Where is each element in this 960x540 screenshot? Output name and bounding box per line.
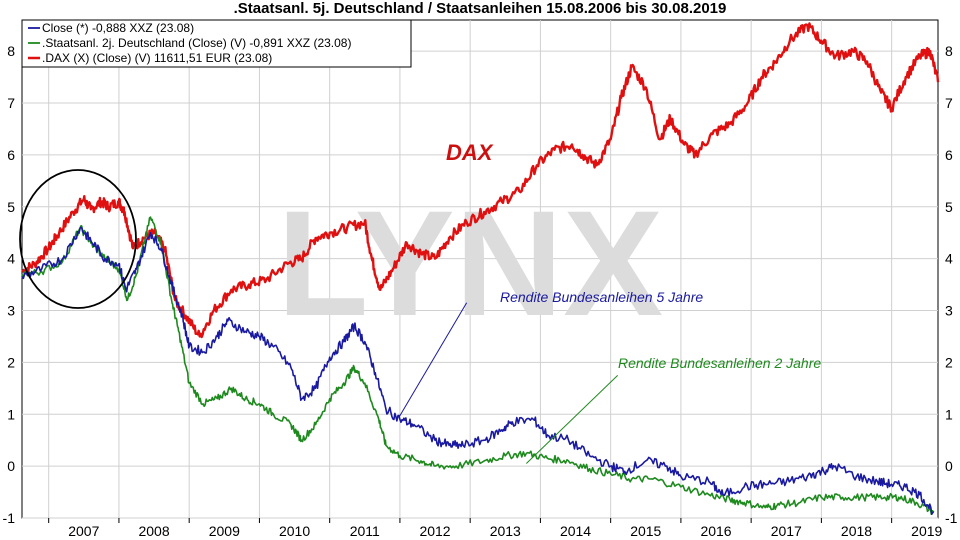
y-tick-label-left: 5: [7, 199, 15, 215]
annotation-2y: Rendite Bundesanleihen 2 Jahre: [618, 355, 821, 371]
x-tick-label: 2010: [279, 523, 310, 539]
y-tick-label-left: 8: [7, 43, 15, 59]
x-tick-label: 2013: [490, 523, 521, 539]
y-tick-label-right: 4: [945, 251, 953, 267]
legend-box: [21, 19, 412, 68]
y-tick-label-right: 0: [945, 458, 953, 474]
x-tick-label: 2008: [138, 523, 169, 539]
x-axis: 2007 2008 2009 2010 2011 2012 2013 2014 2015 2016…: [48, 518, 943, 539]
y-tick-label-right: 6: [945, 147, 953, 163]
annotation-5y: Rendite Bundesanleihen 5 Jahre: [500, 289, 703, 305]
y-tick-label-right: -1: [945, 510, 958, 526]
x-tick-label: 2015: [630, 523, 661, 539]
x-tick-label: 2017: [771, 523, 802, 539]
x-tick-label: 2016: [700, 523, 731, 539]
y-tick-label-left: 7: [7, 95, 15, 111]
y-tick-label-left: 2: [7, 354, 15, 370]
y-tick-label-left: 1: [7, 406, 15, 422]
x-tick-label: 2019: [911, 523, 942, 539]
watermark: LYNX: [277, 179, 663, 347]
y-tick-label-right: 8: [945, 43, 953, 59]
x-tick-label: 2012: [419, 523, 450, 539]
y-tick-label-left: -1: [3, 510, 16, 526]
y-axis-right: -1 0 1 2 3 4 5 6 7 8: [945, 43, 958, 526]
y-tick-label-left: 3: [7, 303, 15, 319]
x-tick-label: 2011: [350, 523, 380, 539]
highlight-circle: [19, 169, 137, 309]
annotations: DAX Rendite Bundesanleihen 5 Jahre Rendite…: [19, 140, 821, 464]
x-tick-label: 2007: [68, 523, 99, 539]
series-line-blue: [21, 226, 934, 515]
legend-entry: .DAX (X) (Close) (V) 11611,51 EUR (23.08…: [42, 51, 272, 65]
legend-entry: .Staatsanl. 2j. Deutschland (Close) (V) …: [42, 36, 351, 50]
annotation-dax: DAX: [446, 140, 494, 165]
chart-title: .Staatsanl. 5j. Deutschland / Staatsanle…: [233, 0, 727, 17]
y-tick-label-right: 1: [945, 406, 953, 422]
y-tick-label-right: 2: [945, 354, 953, 370]
x-tick-label: 2009: [209, 523, 240, 539]
y-tick-label-right: 5: [945, 199, 953, 215]
annotation-pointer-5y: [398, 302, 468, 418]
legend-entry: Close (*) -0,888 XXZ (23.08): [42, 21, 194, 35]
y-tick-label-left: 6: [7, 147, 15, 163]
annotation-pointer-2y: [526, 374, 619, 464]
y-tick-label-right: 3: [945, 303, 953, 319]
y-tick-label-left: 4: [7, 251, 15, 267]
y-axis-left: -1 0 1 2 3 4 5 6 7 8: [3, 43, 16, 526]
x-tick-label: 2014: [560, 523, 591, 539]
legend: Close (*) -0,888 XXZ (23.08).Staatsanl. …: [21, 19, 412, 68]
y-tick-label-left: 0: [7, 458, 15, 474]
y-tick-label-right: 7: [945, 95, 953, 111]
series-line-green: [21, 216, 935, 515]
x-tick-label: 2018: [841, 523, 872, 539]
